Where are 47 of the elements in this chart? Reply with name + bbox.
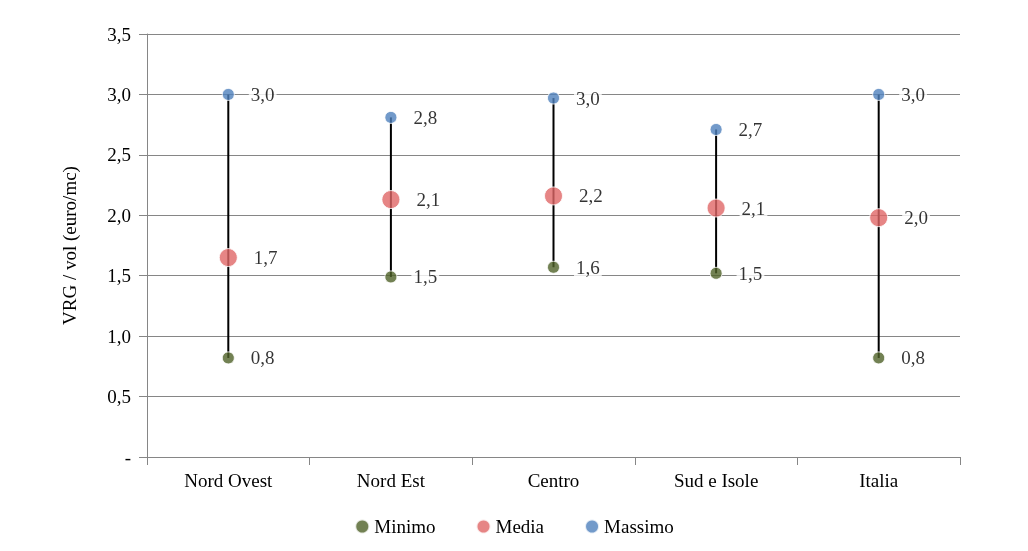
data-label: 0,8 (901, 347, 925, 369)
point (221, 87, 235, 101)
y-axis-title: VRG / vol (euro/mc) (59, 166, 81, 325)
legend-label: Media (495, 516, 545, 537)
point (547, 260, 560, 274)
x-tick-label: Nord Est (356, 470, 426, 491)
y-tick-label: 1,0 (107, 325, 131, 347)
point (218, 248, 238, 268)
data-label: 2,0 (904, 207, 928, 229)
y-tick-label: 0,5 (107, 386, 131, 408)
data-label: 1,6 (576, 256, 600, 278)
data-label: 1,5 (738, 262, 763, 284)
point (544, 186, 563, 206)
data-label: 3,0 (901, 83, 925, 105)
legend-label: Minimo (374, 516, 436, 537)
data-label: 3,0 (576, 87, 600, 109)
data-label: 2,2 (579, 185, 603, 207)
point (869, 208, 889, 228)
point (709, 122, 723, 136)
point (872, 351, 886, 365)
y-tick-label: 3,0 (107, 83, 131, 105)
x-tick-label: Centro (527, 470, 580, 491)
point (872, 87, 886, 101)
data-label: 2,8 (413, 106, 438, 128)
point (384, 110, 398, 124)
point (706, 198, 726, 218)
data-label: 3,0 (250, 83, 275, 105)
point (709, 266, 723, 280)
y-tick-label: 2,5 (107, 144, 131, 166)
data-label: 0,8 (250, 347, 275, 369)
x-tick-label: Italia (859, 470, 899, 491)
point (221, 351, 235, 365)
data-label: 1,5 (413, 266, 438, 288)
point (384, 270, 398, 284)
x-tick-label: Nord Ovest (184, 470, 274, 491)
point (381, 190, 401, 210)
data-label: 2,7 (738, 118, 763, 140)
legend-label: Massimo (604, 516, 674, 537)
y-tick-label: 1,5 (107, 265, 131, 287)
y-tick-label: 3,5 (107, 23, 131, 45)
point (547, 91, 560, 105)
data-label: 2,1 (741, 197, 766, 219)
y-tick-label: - (124, 446, 131, 468)
data-label: 2,1 (416, 189, 441, 211)
data-label: 1,7 (253, 247, 278, 269)
x-tick-label: Sud e Isole (673, 470, 759, 491)
y-tick-label: 2,0 (107, 204, 131, 226)
